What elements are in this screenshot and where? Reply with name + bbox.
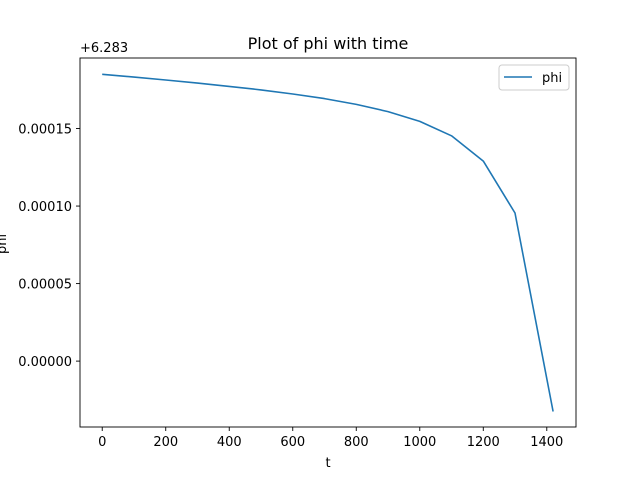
y-tick-label: 0.00015 [18, 123, 72, 138]
x-tick-label: 1000 [403, 435, 436, 450]
x-tick-label: 800 [344, 435, 369, 450]
x-axis-label: t [325, 456, 330, 471]
x-tick-label: 200 [153, 435, 178, 450]
y-tick-label: 0.00005 [18, 278, 72, 293]
x-tick-label: 1200 [467, 435, 500, 450]
y-offset-label: +6.283 [80, 41, 128, 56]
x-tick-label: 1400 [530, 435, 563, 450]
y-tick-label: 0.00000 [18, 355, 72, 370]
series-line-phi [102, 73, 554, 412]
y-tick-label: 0.00010 [18, 200, 72, 215]
x-tick-label: 0 [98, 435, 106, 450]
x-tick-label: 600 [280, 435, 305, 450]
x-tick-label: 400 [217, 435, 242, 450]
y-axis-label: phi [0, 234, 10, 254]
legend-box [498, 64, 570, 91]
chart-title: Plot of phi with time [248, 34, 409, 53]
legend-entry: phi [542, 71, 562, 86]
plot-area: 0 200 400 600 800 1000 1200 1400 0.00000 0.00005 0… [18, 57, 577, 450]
axes-frame [79, 57, 577, 428]
